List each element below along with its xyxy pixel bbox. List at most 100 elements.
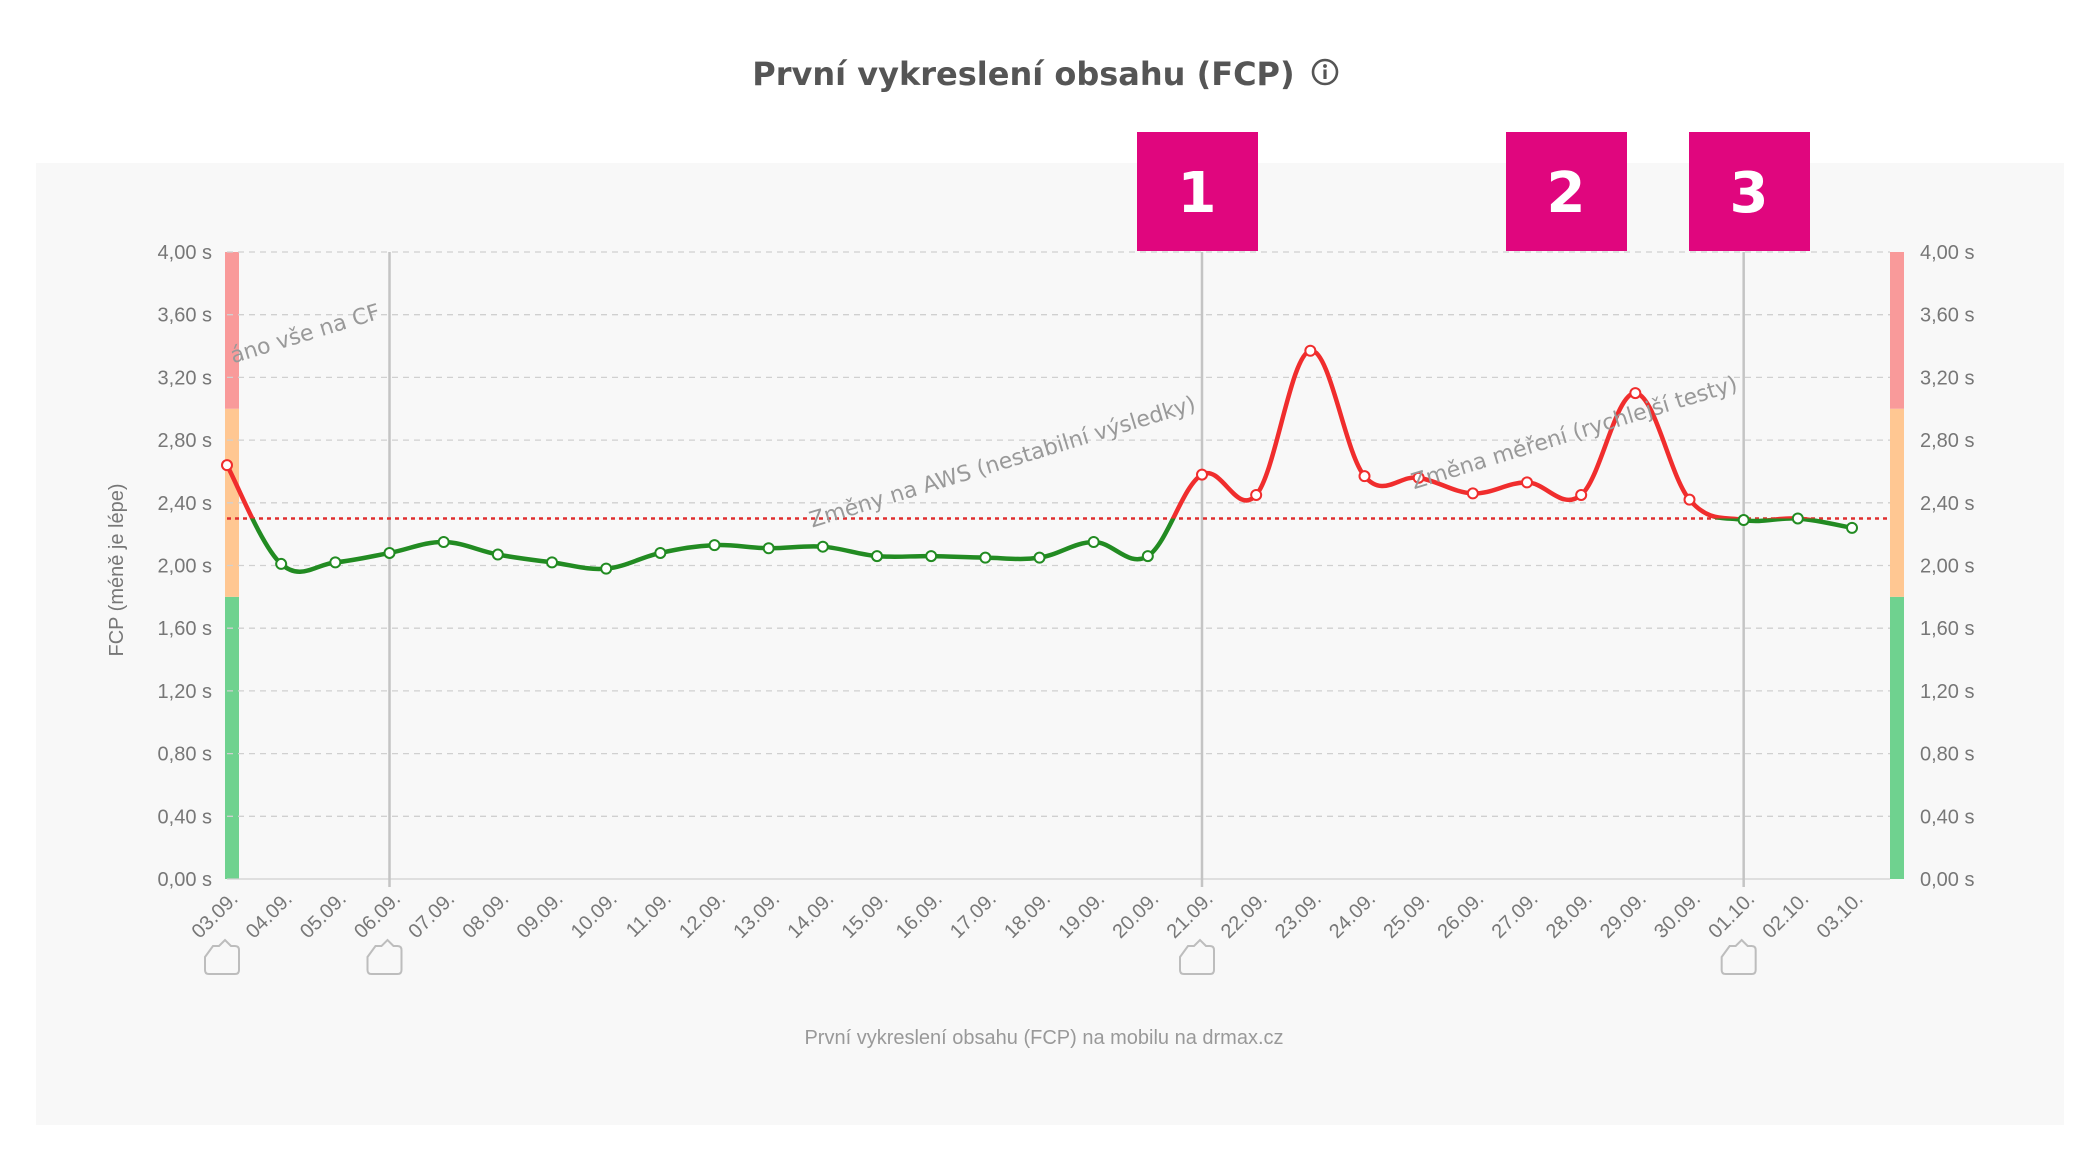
x-tick-label: 09.09. <box>513 888 568 943</box>
x-tick-label: 12.09. <box>675 888 730 943</box>
x-tick-label: 30.09. <box>1650 888 1705 943</box>
data-point[interactable] <box>1087 535 1100 548</box>
x-tick-label: 04.09. <box>242 888 297 943</box>
data-point[interactable] <box>1575 488 1588 501</box>
band-right-0 <box>1890 596 1904 879</box>
x-tick-label: 16.09. <box>892 888 947 943</box>
badge-label-1: 1 <box>1178 161 1217 226</box>
x-tick-label: 01.10. <box>1704 888 1759 943</box>
band-left-2 <box>225 252 239 409</box>
data-point[interactable] <box>275 557 288 570</box>
y-tick-left: 0,80 s <box>158 744 212 766</box>
flag-marker-icon[interactable] <box>366 938 403 975</box>
badge-2[interactable] <box>1506 132 1627 251</box>
flag-marker-icon[interactable] <box>1720 938 1757 975</box>
band-right-2 <box>1890 252 1904 409</box>
y-tick-right: 3,60 s <box>1920 305 1974 327</box>
chart-title-wrap: První vykreslení obsahu (FCP) <box>0 55 2092 93</box>
data-point[interactable] <box>383 546 396 559</box>
data-point[interactable] <box>1521 476 1533 489</box>
data-point[interactable] <box>1629 387 1642 400</box>
y-tick-right: 1,60 s <box>1920 618 1974 640</box>
annotation-label: Změna měření (rychlejší testy) <box>1409 372 1741 495</box>
data-point[interactable] <box>925 550 938 563</box>
data-point[interactable] <box>1791 512 1804 525</box>
x-tick-label: 21.09. <box>1163 888 1218 943</box>
x-tick-label: 22.09. <box>1217 888 1272 943</box>
x-tick-label: 17.09. <box>946 888 1001 943</box>
flag-marker-icon[interactable] <box>204 938 240 975</box>
band-left-0 <box>225 596 239 879</box>
badge-label-2: 2 <box>1547 161 1586 226</box>
x-tick-label: 19.09. <box>1054 888 1109 943</box>
y-tick-left: 1,60 s <box>158 618 212 640</box>
badge-3[interactable] <box>1689 132 1810 251</box>
y-tick-left: 3,20 s <box>158 367 212 389</box>
x-tick-label: 24.09. <box>1325 888 1380 943</box>
data-point[interactable] <box>1141 550 1154 563</box>
y-tick-right: 4,00 s <box>1920 242 1974 264</box>
y-tick-left: 2,40 s <box>158 493 212 515</box>
x-tick-label: 10.09. <box>567 888 622 943</box>
chart-footer: První vykreslení obsahu (FCP) na mobilu … <box>804 1027 1283 1049</box>
x-tick-label: 03.10. <box>1813 888 1868 943</box>
data-point[interactable] <box>1737 514 1750 527</box>
x-tick-label: 03.09. <box>188 888 243 943</box>
chart-panel <box>36 163 2064 1125</box>
data-point[interactable] <box>1846 521 1858 534</box>
y-tick-right: 2,80 s <box>1920 430 1974 452</box>
x-tick-label: 11.09. <box>622 888 676 942</box>
x-tick-label: 28.09. <box>1542 888 1597 943</box>
data-point[interactable] <box>762 542 775 555</box>
data-point[interactable] <box>329 556 342 569</box>
band-right-1 <box>1890 408 1904 597</box>
chart-title: První vykreslení obsahu (FCP) <box>752 55 1295 93</box>
annotation-label: Změny na AWS (nestabilní výsledky) <box>807 392 1199 534</box>
badge-1[interactable] <box>1137 132 1258 251</box>
x-tick-label: 02.10. <box>1758 888 1813 943</box>
badge-label-3: 3 <box>1730 161 1769 226</box>
y-tick-left: 3,60 s <box>158 305 212 327</box>
x-tick-label: 18.09. <box>1000 888 1055 943</box>
data-point[interactable] <box>600 562 613 575</box>
y-tick-right: 0,40 s <box>1920 806 1974 828</box>
x-tick-label: 25.09. <box>1379 888 1434 943</box>
x-tick-label: 29.09. <box>1596 888 1651 943</box>
x-tick-label: 14.09. <box>783 888 838 943</box>
data-point[interactable] <box>221 459 233 472</box>
x-tick-label: 27.09. <box>1488 888 1543 943</box>
data-point[interactable] <box>708 539 721 552</box>
x-tick-label: 26.09. <box>1433 888 1488 943</box>
y-tick-right: 0,00 s <box>1920 869 1974 891</box>
x-tick-label: 06.09. <box>350 888 405 943</box>
y-tick-right: 2,40 s <box>1920 493 1974 515</box>
data-point[interactable] <box>1196 468 1208 481</box>
data-point[interactable] <box>1466 487 1479 500</box>
data-point[interactable] <box>546 556 558 569</box>
annotation-label: áno vše na CF <box>227 300 383 369</box>
data-point[interactable] <box>1033 551 1046 564</box>
flag-marker-icon[interactable] <box>1179 938 1215 975</box>
data-point[interactable] <box>979 551 992 564</box>
data-point[interactable] <box>871 550 883 563</box>
data-point[interactable] <box>1250 488 1263 501</box>
data-point[interactable] <box>654 546 667 559</box>
data-point[interactable] <box>1304 344 1317 357</box>
y-tick-right: 1,20 s <box>1920 681 1974 703</box>
data-point[interactable] <box>1412 471 1425 484</box>
y-tick-right: 3,20 s <box>1920 367 1974 389</box>
x-tick-label: 13.09. <box>729 888 784 943</box>
y-tick-right: 2,00 s <box>1920 556 1974 578</box>
data-point[interactable] <box>491 548 504 561</box>
y-tick-left: 2,00 s <box>158 556 212 578</box>
x-tick-label: 15.09. <box>838 888 893 943</box>
series-line-above-threshold <box>225 348 1816 519</box>
y-tick-left: 0,00 s <box>158 869 212 891</box>
data-point[interactable] <box>1683 493 1696 506</box>
y-tick-left: 1,20 s <box>158 681 212 703</box>
x-tick-label: 08.09. <box>458 888 513 943</box>
data-point[interactable] <box>437 535 450 548</box>
info-circle-icon[interactable] <box>1310 57 1340 91</box>
data-point[interactable] <box>816 540 829 553</box>
data-point[interactable] <box>1358 470 1371 483</box>
